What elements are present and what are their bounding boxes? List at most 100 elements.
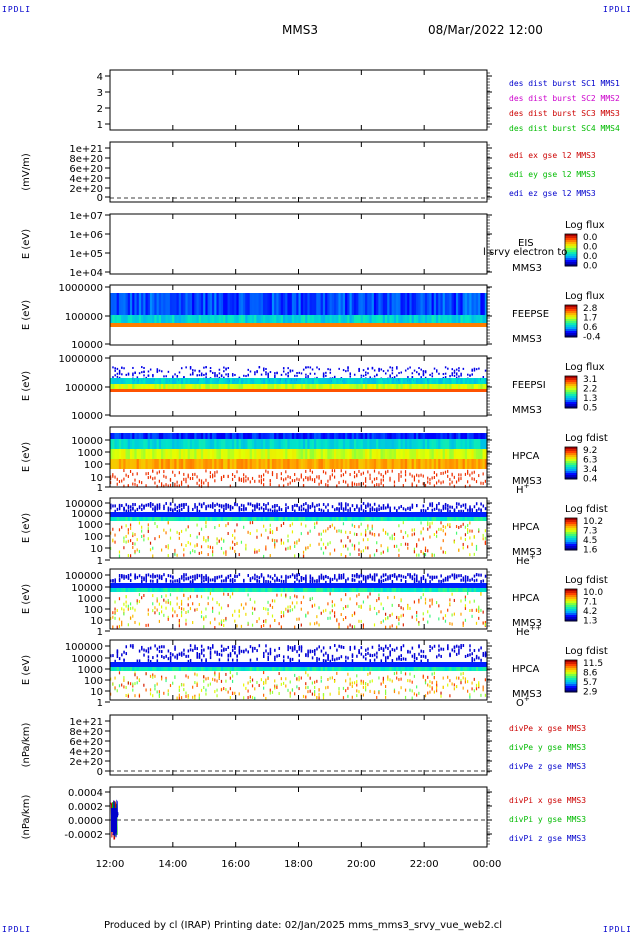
spectrogram-feepse <box>110 293 488 327</box>
instrument-variable-name: l srvy electron to <box>483 247 567 258</box>
colorbar-feepse <box>564 304 578 338</box>
panel-frame <box>109 141 488 203</box>
y-tick-label: 10000 <box>71 340 103 351</box>
y-tick-label: 100000 <box>65 383 103 394</box>
y-tick-label: 4e+20 <box>69 174 103 185</box>
y-axis-label: E (eV) <box>21 229 32 259</box>
colorbar-tick: 8.6 <box>583 669 598 679</box>
y-tick-label: 1e+04 <box>69 268 103 279</box>
colorbar-tick: 0.0 <box>583 252 598 262</box>
y-tick-label: 1 <box>97 556 103 567</box>
species-label: O+ <box>516 695 530 709</box>
y-tick-label: 8e+20 <box>69 727 103 738</box>
panel-frame <box>109 714 488 776</box>
legend-entry: des dist burst SC2 MMS2 <box>509 94 620 103</box>
y-tick-label: -0.0002 <box>64 830 103 841</box>
y-tick-label: 2 <box>97 104 103 115</box>
y-axis-label: E (eV) <box>21 655 32 685</box>
panel-frame <box>109 786 488 848</box>
instrument-spacecraft: MMS3 <box>512 405 542 416</box>
y-tick-label: 0.0004 <box>68 788 103 799</box>
colorbar-title: Log flux <box>565 291 605 302</box>
panel-hpca-hepp <box>105 568 578 632</box>
colorbar-tick: 0.0 <box>583 243 598 253</box>
colorbar-hpca-hepp <box>564 588 578 622</box>
instrument-spacecraft: MMS3 <box>512 618 542 629</box>
colorbar-tick: 9.2 <box>583 446 597 456</box>
panel-feepse <box>105 284 578 346</box>
y-tick-label: 0.0002 <box>68 802 103 813</box>
colorbar-tick: 3.4 <box>583 465 598 475</box>
y-axis-label: (nPa/km) <box>21 795 32 840</box>
y-tick-label: 1 <box>97 483 103 494</box>
colorbar-tick: 2.2 <box>583 385 597 395</box>
panel-hpca-h <box>105 426 578 488</box>
y-tick-label: 3 <box>97 88 103 99</box>
instrument-spacecraft: MMS3 <box>512 476 542 487</box>
spectrogram-hpca-hepp <box>110 573 488 629</box>
instrument-name: FEEPSI <box>512 380 546 391</box>
colorbar-tick: 11.5 <box>583 659 603 669</box>
colorbar-title: Log fdist <box>565 646 608 657</box>
time-tick-label: 22:00 <box>410 859 439 870</box>
colorbar-tick: 0.5 <box>583 404 597 414</box>
y-tick-label: 10 <box>90 687 103 698</box>
y-tick-label: 100 <box>84 676 103 687</box>
y-tick-label: 0 <box>97 767 103 778</box>
panel-divpi <box>105 786 492 848</box>
y-tick-label: 1 <box>97 698 103 709</box>
legend-entry: divPi z gse MMS3 <box>509 834 586 843</box>
y-axis-label: E (eV) <box>21 442 32 472</box>
colorbar-tick: 0.6 <box>583 323 598 333</box>
colorbar-tick: 1.7 <box>583 314 597 324</box>
y-axis-label: E (eV) <box>21 584 32 614</box>
panel-hpca-he <box>105 497 578 561</box>
spectrogram-hpca-h <box>110 433 488 488</box>
colorbar-tick: 6.3 <box>583 456 597 466</box>
corner-label-bottom-left: IPDLI <box>2 925 32 934</box>
y-axis-label: E (eV) <box>21 371 32 401</box>
legend-entry: des dist burst SC3 MMS3 <box>509 109 620 118</box>
y-tick-label: 1e+21 <box>69 144 103 155</box>
y-tick-label: 1e+06 <box>69 230 103 241</box>
y-tick-label: 1 <box>97 627 103 638</box>
datetime-title: 08/Mar/2022 12:00 <box>428 23 543 37</box>
species-label: He+ <box>516 553 536 567</box>
y-tick-label: 6e+20 <box>69 737 103 748</box>
colorbar-title: Log fdist <box>565 504 608 515</box>
y-tick-label: 1000 <box>78 594 103 605</box>
y-tick-label: 1000000 <box>58 283 103 294</box>
instrument-spacecraft: MMS3 <box>512 334 542 345</box>
species-label: He++ <box>516 624 542 638</box>
time-tick-label: 16:00 <box>221 859 250 870</box>
y-tick-label: 4 <box>97 72 103 83</box>
colorbar-feepsi <box>564 375 578 409</box>
legend-entry: divPi x gse MMS3 <box>509 796 586 805</box>
panel-frame <box>109 69 488 131</box>
y-tick-label: 10000 <box>71 509 103 520</box>
colorbar-tick: 10.0 <box>583 588 603 598</box>
colorbar-tick: 1.3 <box>583 394 597 404</box>
y-axis-label: E (eV) <box>21 513 32 543</box>
y-tick-label: 10000 <box>71 583 103 594</box>
legend-entry: divPe x gse MMS3 <box>509 724 586 733</box>
y-tick-label: 8e+20 <box>69 154 103 165</box>
y-tick-label: 100000 <box>65 571 103 582</box>
y-tick-label: 0.0000 <box>68 816 103 827</box>
colorbar-title: Log flux <box>565 220 605 231</box>
panel-eis <box>105 213 578 275</box>
y-tick-label: 10000 <box>71 654 103 665</box>
y-tick-label: 100000 <box>65 642 103 653</box>
instrument-name: HPCA <box>512 451 540 462</box>
colorbar-hpca-h <box>564 446 578 480</box>
colorbar-tick: 0.4 <box>583 475 598 485</box>
y-tick-label: 1000 <box>78 665 103 676</box>
panel-divpe <box>105 714 492 776</box>
colorbar-title: Log fdist <box>565 575 608 586</box>
y-tick-label: 10 <box>90 473 103 484</box>
y-tick-label: 10000 <box>71 411 103 422</box>
instrument-spacecraft: MMS3 <box>512 547 542 558</box>
instrument-spacecraft: MMS3 <box>512 263 542 274</box>
instrument-spacecraft: MMS3 <box>512 689 542 700</box>
y-axis-label: (nPa/km) <box>21 723 32 768</box>
